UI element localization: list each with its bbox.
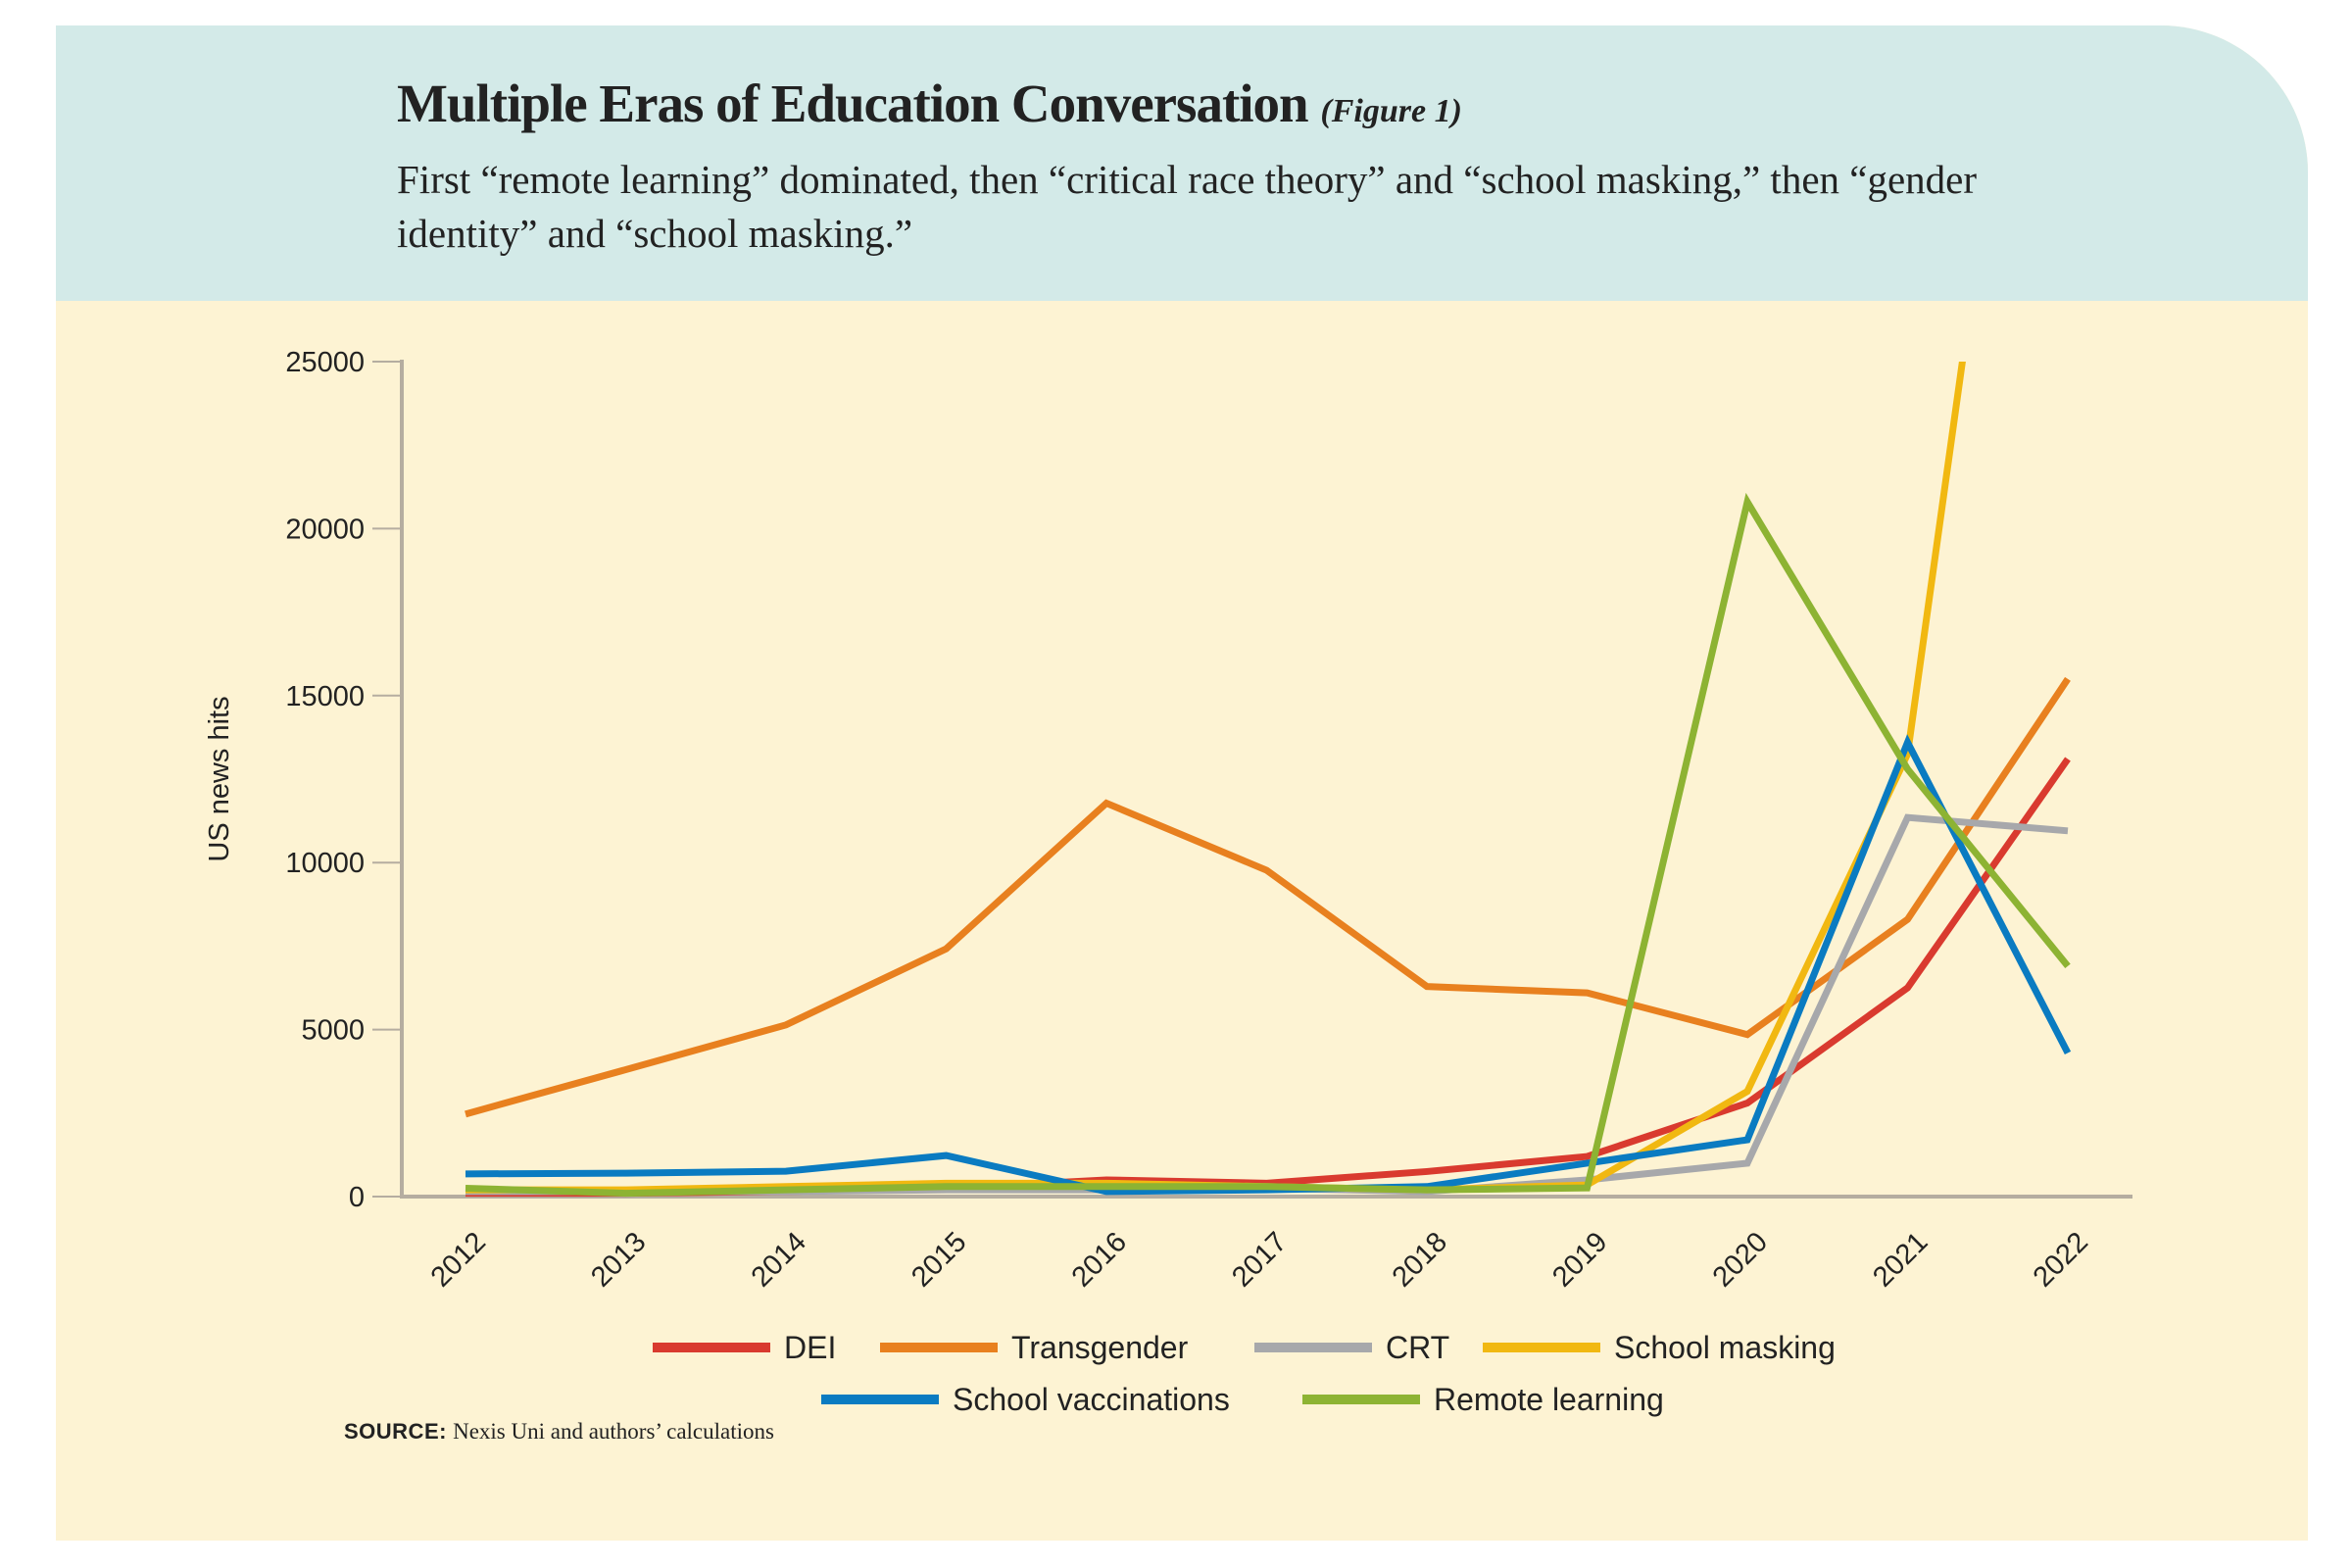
legend-item: School vaccinations (821, 1382, 1230, 1417)
source-note: SOURCE: Nexis Uni and authors’ calculati… (344, 1419, 774, 1445)
source-text: Nexis Uni and authors’ calculations (453, 1419, 774, 1444)
header-band (56, 25, 2308, 301)
legend-item: DEI (653, 1330, 836, 1365)
x-tick-label: 2019 (1546, 1226, 1613, 1293)
legend-item: School masking (1483, 1330, 1836, 1365)
legend-label: School vaccinations (953, 1382, 1230, 1417)
legend-label: Transgender (1011, 1330, 1189, 1365)
legend-item: Transgender (880, 1330, 1189, 1365)
legend-item: Remote learning (1302, 1382, 1664, 1417)
legend-label: CRT (1386, 1330, 1449, 1365)
chart-title: Multiple Eras of Education Conversation … (397, 73, 1462, 134)
x-tick-label: 2012 (425, 1226, 492, 1293)
legend-swatch (1302, 1395, 1420, 1404)
series-line-school-masking (466, 362, 1966, 1194)
legend-label: School masking (1614, 1330, 1836, 1365)
legend-swatch (1483, 1343, 1600, 1352)
legend-label: Remote learning (1434, 1382, 1664, 1417)
y-tick-label: 25000 (285, 347, 365, 378)
x-tick-label: 2014 (746, 1226, 812, 1293)
x-tick-label: 2022 (2028, 1226, 2094, 1293)
legend-swatch (1254, 1343, 1372, 1352)
y-tick-label: 5000 (301, 1015, 365, 1047)
series-line-transgender (465, 676, 2071, 1118)
y-tick-label: 15000 (285, 681, 365, 712)
x-tick-label: 2021 (1867, 1226, 1934, 1293)
legend-label: DEI (784, 1330, 836, 1365)
y-axis-label: US news hits (204, 696, 235, 861)
series-line-school-vaccinations (465, 734, 2072, 1196)
y-tick-label: 0 (349, 1182, 365, 1213)
legend-swatch (653, 1343, 770, 1352)
x-tick-label: 2020 (1707, 1226, 1774, 1293)
legend-item: CRT (1254, 1330, 1449, 1365)
figure-card: Multiple Eras of Education Conversation … (56, 25, 2308, 1541)
chart-subtitle: First “remote learning” dominated, then … (397, 157, 1978, 256)
y-tick-label: 20000 (285, 514, 365, 545)
source-label: SOURCE: (344, 1419, 447, 1444)
y-tick-label: 10000 (285, 848, 365, 879)
title-text: Multiple Eras of Education Conversation (397, 74, 1309, 133)
x-tick-label: 2017 (1226, 1226, 1293, 1293)
x-tick-label: 2015 (906, 1226, 972, 1293)
x-tick-label: 2016 (1066, 1226, 1133, 1293)
x-tick-label: 2013 (585, 1226, 652, 1293)
legend-swatch (880, 1343, 998, 1352)
series-line-remote-learning (465, 492, 2071, 1198)
figure-label: (Figure 1) (1320, 93, 1462, 129)
x-tick-label: 2018 (1387, 1226, 1453, 1293)
legend-swatch (821, 1395, 939, 1404)
